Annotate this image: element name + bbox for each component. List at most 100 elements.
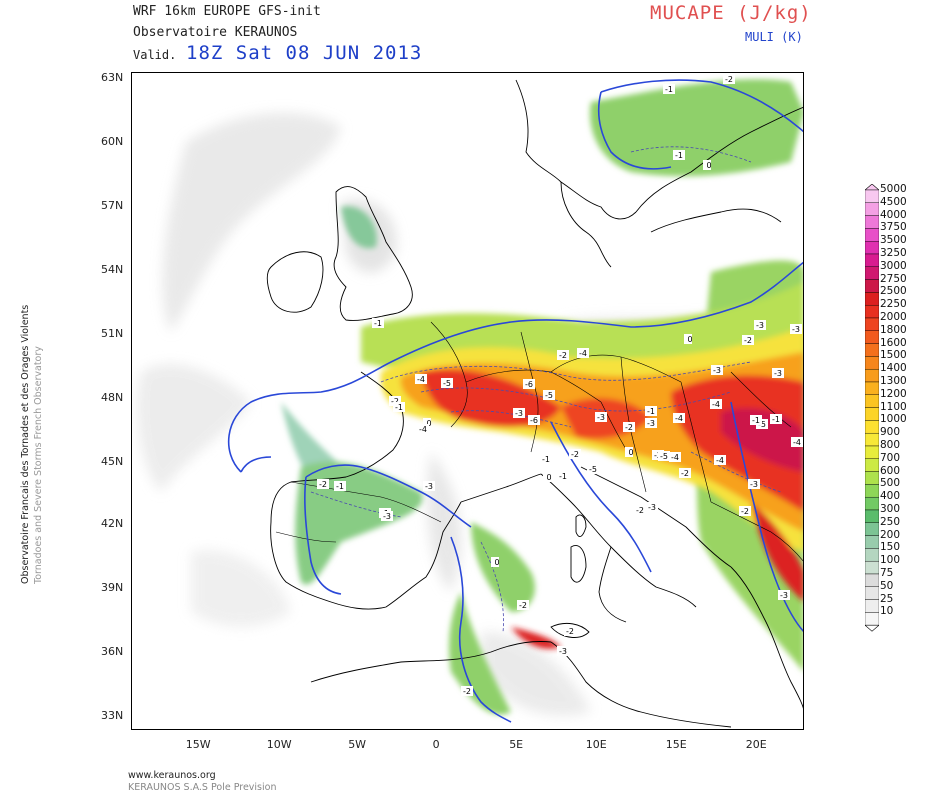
muli-label-box	[417, 424, 429, 434]
muli-label: -5	[545, 391, 553, 400]
muli-label: -3	[425, 482, 433, 491]
legend-swatch	[865, 445, 879, 459]
muli-label-box	[587, 464, 599, 474]
legend-labels: 5000 4500 4000 3750 3500 3250 3000 2750 2500 2250…	[880, 183, 907, 618]
muli-label: -1	[542, 455, 550, 464]
muli-label: -4	[793, 438, 801, 447]
muli-label-box	[543, 390, 555, 400]
legend-swatch	[865, 586, 879, 600]
muli-label: -2	[725, 75, 733, 84]
muli-label: -1	[772, 415, 780, 424]
valid-label: Valid.	[133, 48, 177, 62]
legend-swatch	[865, 330, 879, 344]
muli-label-box	[673, 413, 685, 423]
legend-label: 4000	[880, 208, 907, 221]
legend-swatch	[865, 484, 879, 498]
muli-label: -4	[671, 453, 679, 462]
legend-label: 800	[880, 438, 901, 451]
legend-label: 3500	[880, 234, 907, 247]
muli-label: 0	[426, 419, 431, 428]
legend-swatch	[865, 535, 879, 549]
legend-label: 100	[880, 554, 901, 567]
legend-label: 10	[880, 605, 894, 618]
legend-label: 500	[880, 477, 901, 490]
muli-label: -4	[579, 349, 587, 358]
muli-label: 0	[546, 473, 551, 482]
muli-label-box	[372, 318, 384, 328]
muli-label-box	[569, 449, 581, 459]
legend-swatch	[865, 548, 879, 562]
legend-label: 50	[880, 579, 894, 592]
legend-swatch	[865, 394, 879, 408]
legend-swatch	[865, 292, 879, 306]
legend-bar	[865, 184, 879, 632]
legend-swatch	[865, 368, 879, 383]
muli-zero-contour	[227, 79, 804, 723]
legend-swatch	[865, 381, 879, 395]
muli-label-box	[381, 511, 393, 521]
lon-label: 0	[432, 738, 440, 751]
legend-label: 1500	[880, 349, 907, 362]
legend-label: 200	[880, 528, 901, 541]
muli-label-box	[646, 502, 658, 512]
muli-label-box	[684, 334, 692, 344]
muli-label: -3	[792, 325, 800, 334]
lon-label: 15W	[185, 738, 211, 751]
legend-top-arrow	[865, 184, 879, 191]
legend-label: 300	[880, 502, 901, 515]
muli-label-box	[711, 365, 723, 375]
legend-label: 2000	[880, 310, 907, 323]
legend-label: 1300	[880, 374, 907, 387]
muli-label-box	[517, 600, 529, 610]
muli-label-box	[389, 396, 401, 406]
legend-label: 3750	[880, 221, 907, 234]
muli-label-box	[658, 451, 670, 461]
muli-label-box	[710, 399, 722, 409]
muli-label: -2	[625, 423, 633, 432]
muli-label-box	[543, 472, 551, 482]
legend-swatch	[865, 215, 879, 229]
muli-label: -5	[443, 379, 451, 388]
legend-swatch	[865, 317, 879, 331]
muli-label: -2	[319, 480, 327, 489]
lat-label: 45N	[101, 455, 124, 468]
muli-label: -2	[744, 336, 752, 345]
lat-label: 42N	[101, 517, 124, 530]
legend-label: 3250	[880, 246, 907, 259]
muli-label: -1	[336, 482, 344, 491]
muli-label: -1	[559, 472, 567, 481]
lat-label: 60N	[101, 135, 124, 148]
lon-label: 10W	[266, 738, 292, 751]
muli-label-box	[791, 437, 803, 447]
muli-negative-contours	[310, 146, 782, 633]
legend-swatch	[865, 471, 879, 485]
muli-label-box	[423, 418, 431, 428]
legend-swatch	[865, 612, 879, 626]
legend-swatch	[865, 304, 879, 319]
valid-time-row: Valid. 18Z Sat 08 JUN 2013	[133, 42, 422, 64]
observatory-name: Observatoire KERAUNOS	[133, 25, 298, 40]
legend-label: 600	[880, 464, 901, 477]
muli-label: -3	[515, 409, 523, 418]
lat-label: 36N	[101, 645, 124, 658]
muli-label: -2	[559, 351, 567, 360]
muli-label-box	[317, 479, 329, 489]
legend-swatch	[865, 458, 879, 472]
muli-label-box	[513, 408, 525, 418]
lon-label: 20E	[745, 738, 767, 751]
legend-label: 4500	[880, 195, 907, 208]
muli-label: -1	[675, 151, 683, 160]
muli-label: -4	[712, 400, 720, 409]
muli-label: -4	[716, 456, 724, 465]
muli-label: 0	[706, 161, 711, 170]
muli-label: -4	[419, 425, 427, 434]
model-title: WRF 16km EUROPE GFS-init	[133, 4, 321, 19]
legend-swatch	[865, 266, 879, 280]
muli-label: -6	[530, 416, 538, 425]
muli-label-box	[714, 455, 726, 465]
muli-label: -1	[752, 416, 760, 425]
legend-swatch	[865, 432, 879, 447]
muli-label-box	[634, 505, 646, 515]
muli-label: -3	[774, 369, 782, 378]
muli-label: -2	[519, 601, 527, 610]
